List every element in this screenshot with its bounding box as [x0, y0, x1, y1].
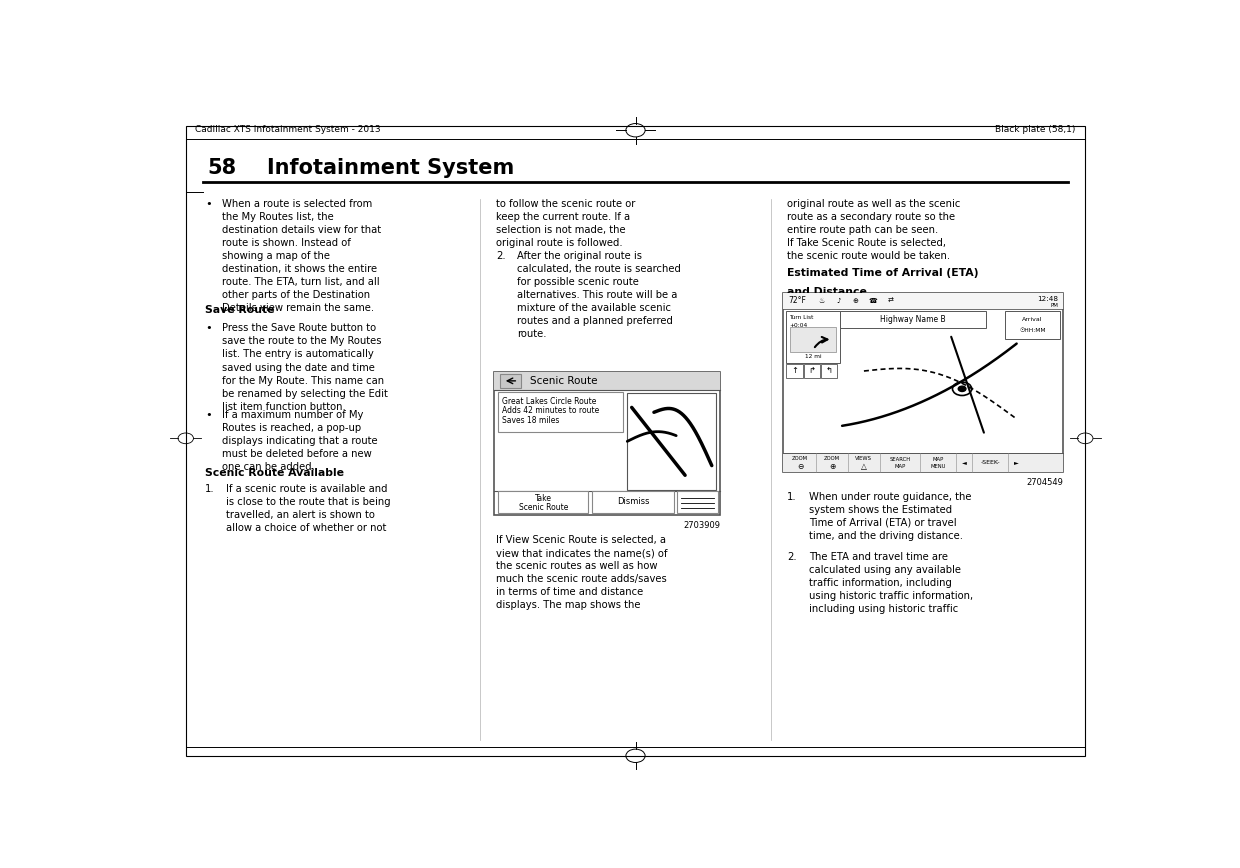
Text: Save Route: Save Route [205, 305, 274, 315]
Text: original route as well as the scenic
route as a secondary route so the
entire ro: original route as well as the scenic rou… [787, 199, 961, 261]
Text: When under route guidance, the
system shows the Estimated
Time of Arrival (ETA) : When under route guidance, the system sh… [810, 492, 972, 541]
Bar [500, 374, 521, 387]
Text: -SEEK-: -SEEK- [981, 460, 999, 465]
Text: 58: 58 [207, 158, 236, 178]
Text: MAP: MAP [932, 457, 944, 462]
Text: ↰: ↰ [826, 366, 832, 375]
Text: ⊖: ⊖ [797, 462, 804, 471]
Text: Scenic Route Available: Scenic Route Available [205, 468, 343, 477]
Text: and Distance: and Distance [787, 286, 867, 297]
Text: Great Lakes Circle Route: Great Lakes Circle Route [502, 397, 596, 406]
Bar [786, 365, 802, 378]
Text: Saves 18 miles: Saves 18 miles [502, 416, 559, 424]
Text: 2.: 2. [787, 552, 797, 562]
Text: ↱: ↱ [808, 366, 816, 375]
Text: △: △ [861, 462, 867, 471]
Text: MENU: MENU [930, 464, 946, 469]
Text: When a route is selected from
the My Routes list, the
destination details view f: When a route is selected from the My Rou… [222, 199, 382, 313]
Text: 2.: 2. [496, 251, 506, 261]
Bar [627, 393, 717, 490]
Text: Scenic Route: Scenic Route [529, 376, 598, 386]
Text: ☉HH:MM: ☉HH:MM [1019, 328, 1045, 333]
Text: Infotainment System: Infotainment System [268, 158, 515, 178]
Text: 1.: 1. [205, 483, 215, 494]
Text: After the original route is
calculated, the route is searched
for possible sceni: After the original route is calculated, … [517, 251, 681, 339]
Text: ☎: ☎ [868, 298, 877, 304]
Text: Estimated Time of Arrival (ETA): Estimated Time of Arrival (ETA) [787, 268, 978, 278]
Text: ZOOM: ZOOM [792, 456, 808, 461]
Bar [1004, 311, 1060, 339]
Circle shape [959, 386, 966, 391]
Text: PM: PM [1050, 303, 1059, 307]
Bar [790, 326, 836, 352]
Text: 2704549: 2704549 [1027, 478, 1063, 488]
Text: MAP: MAP [894, 464, 905, 469]
Bar [782, 293, 1063, 309]
Bar [821, 365, 837, 378]
Text: •: • [205, 324, 212, 333]
Bar [841, 312, 986, 328]
Bar [495, 372, 720, 391]
Text: •: • [205, 410, 212, 419]
Text: ⊕: ⊕ [828, 462, 836, 471]
Bar [782, 293, 1063, 472]
Text: ↑: ↑ [791, 366, 799, 375]
Text: Adds 42 minutes to route: Adds 42 minutes to route [502, 406, 599, 415]
Text: 12 mi: 12 mi [805, 354, 822, 358]
Text: SEARCH: SEARCH [889, 457, 910, 462]
Text: Dismiss: Dismiss [616, 497, 650, 506]
Bar [786, 311, 841, 363]
Text: ⇄: ⇄ [888, 298, 893, 304]
Text: Turn List: Turn List [789, 315, 813, 319]
Bar [498, 391, 624, 431]
Text: ♨: ♨ [818, 298, 825, 304]
Text: ZOOM: ZOOM [823, 456, 839, 461]
Text: ◄: ◄ [962, 460, 966, 465]
Text: If a scenic route is available and
is close to the route that is being
travelled: If a scenic route is available and is cl… [226, 483, 391, 533]
Text: Highway Name B: Highway Name B [880, 315, 946, 325]
Bar [782, 453, 1063, 472]
Text: If a maximum number of My
Routes is reached, a pop-up
displays indicating that a: If a maximum number of My Routes is reac… [222, 410, 378, 472]
Text: The ETA and travel time are
calculated using any available
traffic information, : The ETA and travel time are calculated u… [810, 552, 973, 615]
Text: 1.: 1. [787, 492, 797, 502]
Text: VIEWS: VIEWS [856, 456, 872, 461]
Text: Take: Take [534, 494, 552, 503]
Text: 72°F: 72°F [789, 297, 806, 306]
Text: •: • [205, 199, 212, 209]
Bar [677, 491, 718, 512]
Text: ⊕: ⊕ [853, 298, 858, 304]
Text: ►: ► [1013, 460, 1018, 465]
Text: If View Scenic Route is selected, a
view that indicates the name(s) of
the sceni: If View Scenic Route is selected, a view… [496, 536, 667, 610]
Text: Arrival: Arrival [1022, 317, 1043, 322]
Text: 12:48: 12:48 [1038, 296, 1059, 302]
Text: Cadillac XTS Infotainment System - 2013: Cadillac XTS Infotainment System - 2013 [196, 125, 381, 135]
Bar [804, 365, 820, 378]
Text: +0:04: +0:04 [789, 323, 807, 328]
Text: ♪: ♪ [836, 298, 841, 304]
Text: Press the Save Route button to
save the route to the My Routes
list. The entry i: Press the Save Route button to save the … [222, 324, 388, 411]
Bar [593, 491, 673, 512]
Text: 2703909: 2703909 [683, 521, 720, 529]
Bar [498, 491, 589, 512]
Text: to follow the scenic route or
keep the current route. If a
selection is not made: to follow the scenic route or keep the c… [496, 199, 636, 248]
Text: Black plate (58,1): Black plate (58,1) [996, 125, 1075, 135]
Bar [495, 372, 720, 516]
Text: Scenic Route: Scenic Route [518, 503, 568, 511]
